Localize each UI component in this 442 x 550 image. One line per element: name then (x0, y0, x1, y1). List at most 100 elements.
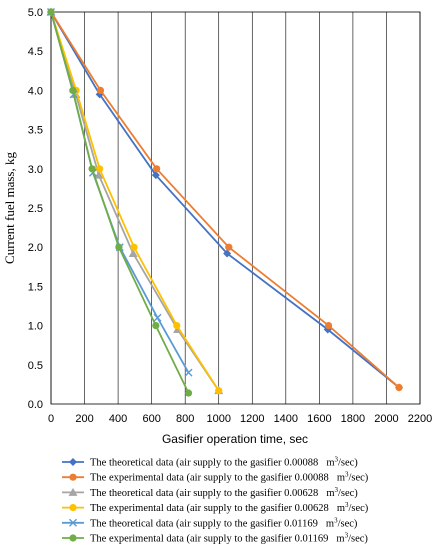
legend-name: The experimental data (air supply to the… (90, 534, 328, 545)
legend-swatch-marker (69, 504, 77, 512)
legend-unit: m (337, 473, 345, 484)
data-point (130, 243, 138, 251)
y-tick-label: 2.5 (28, 203, 43, 215)
x-axis-title: Gasifier operation time, sec (162, 432, 308, 446)
data-point (47, 8, 55, 16)
x-tick-label: 1600 (307, 413, 331, 425)
x-tick-label: 400 (109, 413, 127, 425)
series-line (50, 11, 400, 389)
y-tick-label: 3.0 (28, 164, 43, 176)
legend-item: The theoretical data (air supply to the … (62, 486, 358, 499)
data-point (223, 249, 232, 258)
data-point (173, 322, 181, 330)
x-tick-label: 800 (176, 413, 194, 425)
x-tick-label: 200 (75, 413, 93, 425)
y-axis-title: Current fuel mass, kg (2, 152, 17, 264)
x-axis-ticks: 0 200 400 600 800 1000 1200 1400 1600 1800 2000 220… (48, 413, 432, 425)
data-point (96, 86, 105, 94)
y-tick-label: 1.5 (28, 281, 43, 293)
data-point (153, 313, 162, 322)
legend-unit: m (337, 503, 345, 514)
legend-item: The theoretical data (air supply to the … (62, 516, 358, 529)
legend-unit: m (326, 488, 334, 499)
series-group (46, 7, 404, 397)
legend-unit: m (326, 518, 334, 529)
series-4 (47, 8, 223, 395)
series-1 (47, 8, 404, 392)
series-2 (47, 8, 403, 392)
x-tick-label: 1400 (274, 413, 298, 425)
legend-name: The theoretical data (air supply to the … (90, 518, 318, 529)
legend-item: The experimental data (air supply to the… (62, 471, 369, 484)
x-tick-label: 1800 (341, 413, 365, 425)
legend-label: The theoretical data (air supply to the … (90, 456, 358, 469)
data-point (152, 322, 160, 330)
legend-swatch-marker (69, 518, 77, 527)
data-point (94, 170, 104, 179)
y-axis-ticks: 0.0 0.5 1.0 1.5 2.0 2.5 3.0 3.5 4.0 4.5 5.0 (28, 7, 43, 411)
legend-label: The theoretical data (air supply to the … (90, 486, 358, 499)
x-tick-label: 1000 (206, 413, 230, 425)
y-tick-label: 3.5 (28, 125, 43, 137)
legend-unit-rest: /sec) (338, 488, 358, 499)
legend-unit-rest: /sec) (348, 503, 368, 514)
y-tick-label: 5.0 (28, 7, 43, 19)
data-point (151, 171, 160, 180)
legend-unit-sup: 3 (334, 486, 338, 494)
y-tick-label: 1.0 (28, 321, 43, 333)
legend-unit-sup: 3 (345, 471, 349, 479)
data-point (115, 243, 123, 251)
legend-unit-sup: 3 (334, 516, 338, 524)
y-tick-label: 2.0 (28, 242, 43, 254)
data-point (215, 387, 223, 395)
y-tick-label: 0.0 (28, 399, 43, 411)
legend-unit-rest: /sec) (338, 458, 358, 469)
legend-swatch-marker (69, 534, 77, 542)
legend-unit-sup: 3 (345, 532, 349, 540)
legend-swatch-marker (69, 473, 77, 481)
legend-name: The theoretical data (air supply to the … (90, 458, 318, 469)
legend-label: The experimental data (air supply to the… (90, 471, 369, 484)
data-point (96, 165, 104, 173)
x-tick-label: 2200 (408, 413, 432, 425)
series-line (50, 11, 190, 374)
data-point (324, 322, 333, 330)
y-tick-label: 0.5 (28, 360, 43, 372)
x-tick-label: 0 (48, 413, 54, 425)
legend-item: The experimental data (air supply to the… (62, 501, 369, 514)
data-point (225, 243, 233, 251)
x-tick-label: 600 (142, 413, 160, 425)
legend-swatch-marker (68, 487, 78, 496)
legend-unit: m (326, 458, 334, 469)
data-point (184, 389, 193, 397)
x-tick-label: 1200 (240, 413, 264, 425)
data-point (128, 248, 138, 257)
series-6 (47, 8, 193, 397)
series-line (50, 11, 400, 389)
legend-name: The theoretical data (air supply to the … (90, 488, 318, 499)
data-point (184, 368, 193, 377)
legend-swatch-marker (69, 458, 77, 466)
series-line (50, 11, 190, 394)
legend-unit-sup: 3 (345, 501, 349, 509)
legend-name: The experimental data (air supply to the… (90, 473, 329, 484)
data-point (88, 165, 96, 173)
series-line (50, 11, 220, 392)
legend-label: The experimental data (air supply to the… (90, 532, 368, 545)
legend-unit-rest: /sec) (348, 473, 368, 484)
y-tick-label: 4.5 (28, 46, 43, 58)
legend-name: The experimental data (air supply to the… (90, 503, 329, 514)
series-line (50, 11, 220, 392)
data-point (69, 86, 77, 94)
legend-unit-sup: 3 (334, 456, 338, 464)
plot-frame (50, 11, 421, 405)
legend-unit: m (336, 534, 344, 545)
legend-item: The experimental data (air supply to the… (62, 532, 368, 545)
legend-label: The experimental data (air supply to the… (90, 501, 369, 514)
data-point (395, 383, 403, 392)
legend: The theoretical data (air supply to the … (62, 456, 369, 545)
legend-label: The theoretical data (air supply to the … (90, 516, 358, 529)
legend-unit-rest: /sec) (338, 518, 358, 529)
legend-unit-rest: /sec) (348, 534, 368, 545)
